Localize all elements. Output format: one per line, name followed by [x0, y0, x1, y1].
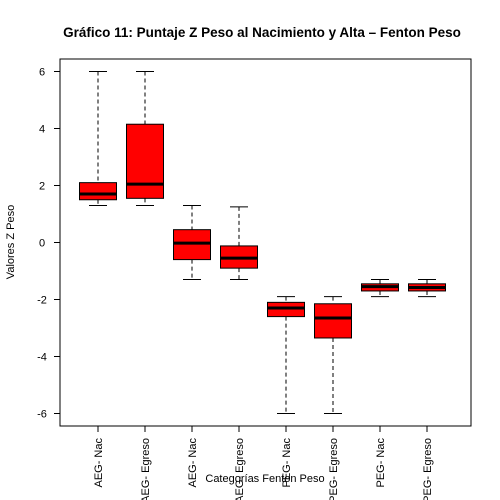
x-axis-label: Categorías Fenton Peso — [205, 473, 324, 485]
y-tick-label: 6 — [39, 67, 45, 79]
x-axis: AEG- Nac AEG- Egreso AEG- Nac AEG- Egreso PE… — [93, 426, 434, 500]
box-3 — [173, 204, 211, 281]
x-tick-label: AEG- Egreso — [234, 438, 246, 500]
iqr-box — [79, 182, 117, 201]
x-tick-label: PEG- Nac — [281, 438, 293, 488]
y-tick-label: -6 — [37, 409, 47, 421]
x-tick-label: AEG- Egreso — [140, 438, 152, 500]
y-tick-label: 2 — [39, 181, 45, 193]
iqr-box — [314, 303, 352, 339]
box-4 — [220, 206, 258, 281]
box-8 — [408, 279, 446, 298]
iqr-box — [126, 123, 164, 199]
y-tick-label: -4 — [37, 352, 47, 364]
box-1 — [79, 71, 117, 206]
box-5 — [267, 296, 305, 414]
plot-frame — [59, 58, 472, 427]
y-axis-label: Valores Z Peso — [5, 205, 17, 279]
x-tick-label: PEG- Egreso — [328, 438, 340, 500]
y-tick-label: -2 — [37, 295, 47, 307]
x-tick-label: AEG- Nac — [93, 438, 105, 488]
box-2 — [126, 71, 164, 206]
box-6 — [314, 296, 352, 414]
x-tick-label: PEG- Egreso — [422, 438, 434, 500]
x-tick-label: AEG- Nac — [187, 438, 199, 488]
y-axis: -6 -4 -2 0 2 4 6 — [37, 67, 60, 421]
y-tick-label: 0 — [39, 238, 45, 250]
y-tick-label: 4 — [39, 124, 45, 136]
iqr-box — [173, 229, 211, 261]
box-7 — [361, 279, 399, 298]
boxes — [79, 71, 446, 414]
x-tick-label: PEG- Nac — [375, 438, 387, 488]
chart-title: Gráfico 11: Puntaje Z Peso al Nacimiento… — [63, 25, 461, 40]
